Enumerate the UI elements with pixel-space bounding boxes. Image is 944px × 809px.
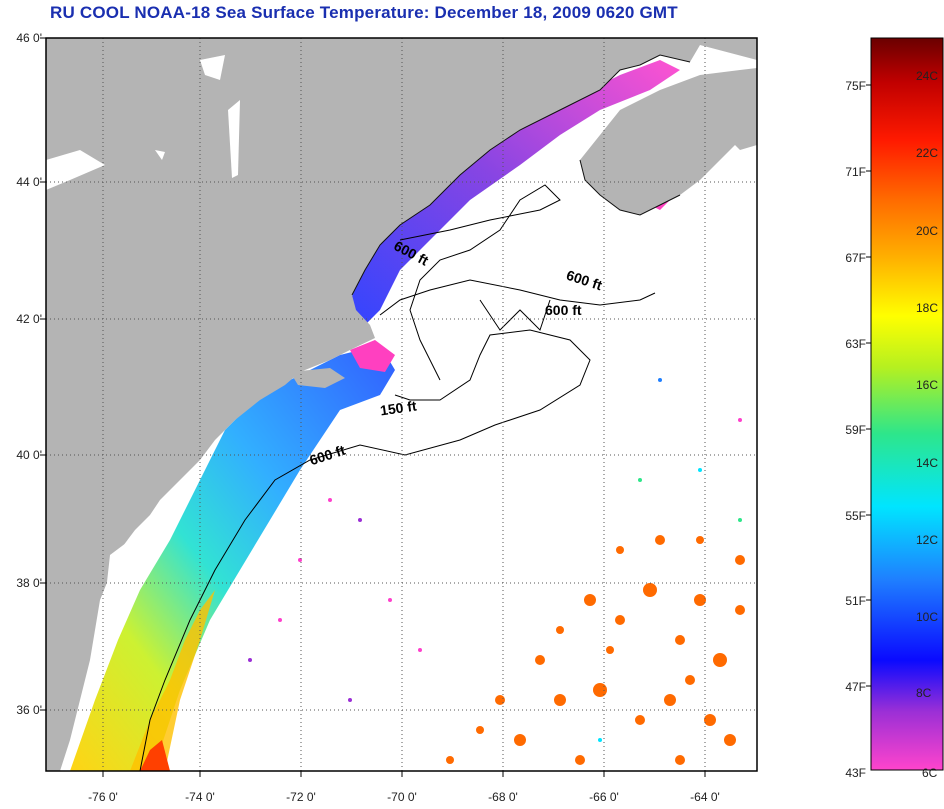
colorbar-label-c: 10C <box>916 610 939 624</box>
lon-label-64: -64 0' <box>690 790 720 804</box>
lon-label-76: -76 0' <box>88 790 118 804</box>
colorbar-label-c: 8C <box>916 686 932 700</box>
lon-label-66: -66 0' <box>589 790 619 804</box>
lon-label-74: -74 0' <box>185 790 215 804</box>
lon-label-68: -68 0' <box>488 790 518 804</box>
contour-label-600ft: 600 ft <box>545 302 582 318</box>
colorbar <box>870 37 944 771</box>
colorbar-ticks <box>866 84 871 687</box>
bathymetry-contours <box>139 184 656 771</box>
colorbar-label-f: 59F <box>845 423 866 437</box>
colorbar-label-f: 63F <box>845 337 866 351</box>
lat-label-42: 42 0' <box>16 312 42 326</box>
land-masses <box>46 38 757 771</box>
colorbar-label-c: 20C <box>916 224 939 238</box>
colorbar-label-c: 12C <box>916 533 939 547</box>
colorbar-label-f: 67F <box>845 251 866 265</box>
colorbar-label-c: 24C <box>916 69 939 83</box>
colorbar-label-c: 14C <box>916 456 939 470</box>
lat-label-38: 38 0' <box>16 576 42 590</box>
sst-scattered-clouds <box>446 535 745 765</box>
coastline-detail <box>351 54 691 296</box>
graticule <box>46 38 757 771</box>
lat-label-40: 40 0' <box>16 448 42 462</box>
colorbar-label-c: 18C <box>916 301 939 315</box>
inland-lakes <box>46 55 240 600</box>
colorbar-label-f: 47F <box>845 680 866 694</box>
lon-label-72: -72 0' <box>286 790 316 804</box>
lat-label-36: 36 0' <box>16 703 42 717</box>
sst-scattered-speckles <box>248 378 742 742</box>
lon-label-70: -70 0' <box>387 790 417 804</box>
lat-label-46: 46 0' <box>16 31 42 45</box>
map-title: RU COOL NOAA-18 Sea Surface Temperature:… <box>50 3 678 22</box>
lat-label-44: 44 0' <box>16 175 42 189</box>
colorbar-label-f: 75F <box>845 79 866 93</box>
colorbar-label-c: 22C <box>916 146 939 160</box>
colorbar-label-f: 51F <box>845 594 866 608</box>
colorbar-label-f: 71F <box>845 165 866 179</box>
colorbar-label-c: 6C <box>922 766 938 780</box>
frame-ticks <box>40 37 706 777</box>
colorbar-label-f: 43F <box>845 766 866 780</box>
colorbar-label-f: 55F <box>845 509 866 523</box>
colorbar-label-c: 16C <box>916 378 939 392</box>
